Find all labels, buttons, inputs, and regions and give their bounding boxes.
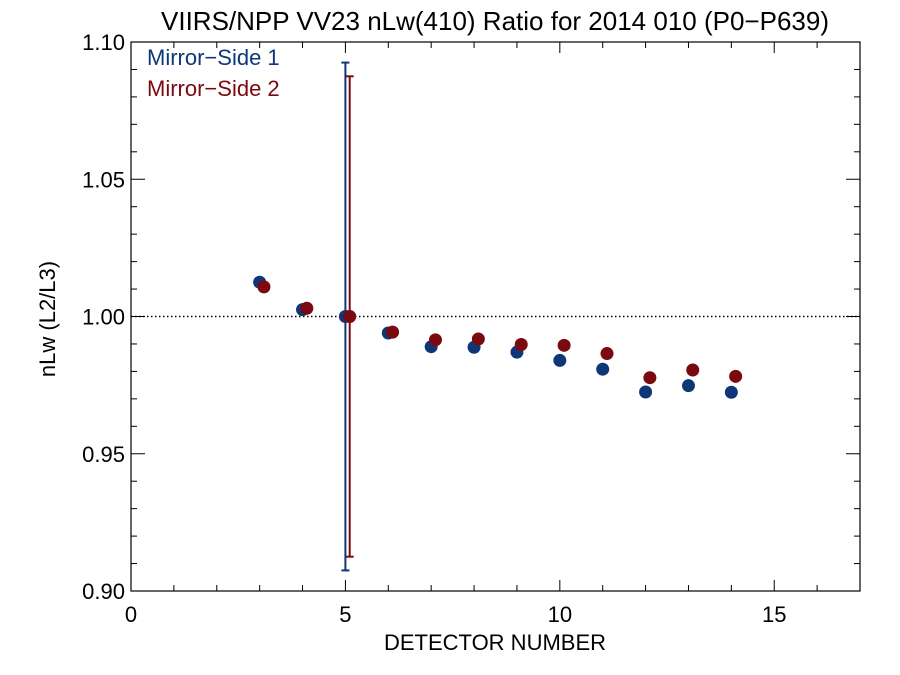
y-tick-label: 1.05: [82, 167, 125, 192]
chart-title: VIIRS/NPP VV23 nLw(410) Ratio for 2014 0…: [161, 6, 829, 36]
y-tick-label: 0.95: [82, 442, 125, 467]
legend: Mirror−Side 1 Mirror−Side 2: [147, 45, 280, 101]
data-point-series-1: [639, 385, 653, 399]
x-tick-label: 0: [125, 602, 137, 627]
y-tick-label: 1.10: [82, 30, 125, 55]
y-axis-label: nLw (L2/L3): [35, 261, 60, 377]
data-point-series-2: [343, 310, 357, 323]
plot-area: [130, 41, 861, 592]
data-point-series-1: [596, 362, 610, 376]
data-point-series-2: [729, 369, 743, 383]
data-marks: [253, 61, 743, 572]
x-axis-label: DETECTOR NUMBER: [384, 630, 606, 655]
y-tick-label: 1.00: [82, 305, 125, 330]
legend-entry-mirror-side-2: Mirror−Side 2: [147, 76, 280, 101]
axes: 0 5 10 15 0.90 0.95 1.00 1.05 1.10: [82, 30, 861, 627]
data-point-series-2: [300, 301, 314, 315]
x-tick-label: 5: [339, 602, 351, 627]
data-point-series-2: [386, 325, 400, 339]
legend-entry-mirror-side-1: Mirror−Side 1: [147, 45, 280, 70]
x-tick-label: 10: [548, 602, 572, 627]
data-point-series-2: [471, 332, 485, 346]
data-point-series-2: [643, 371, 657, 385]
data-point-series-2: [428, 333, 442, 347]
y-tick-label: 0.90: [82, 579, 125, 604]
x-tick-label: 15: [762, 602, 786, 627]
data-point-series-1: [681, 379, 695, 393]
data-point-series-1: [724, 385, 738, 399]
data-point-series-2: [257, 280, 271, 294]
data-point-series-2: [557, 338, 571, 352]
data-point-series-2: [600, 347, 614, 361]
data-point-series-2: [514, 337, 528, 351]
data-point-series-1: [553, 353, 567, 367]
data-point-series-2: [686, 363, 700, 377]
